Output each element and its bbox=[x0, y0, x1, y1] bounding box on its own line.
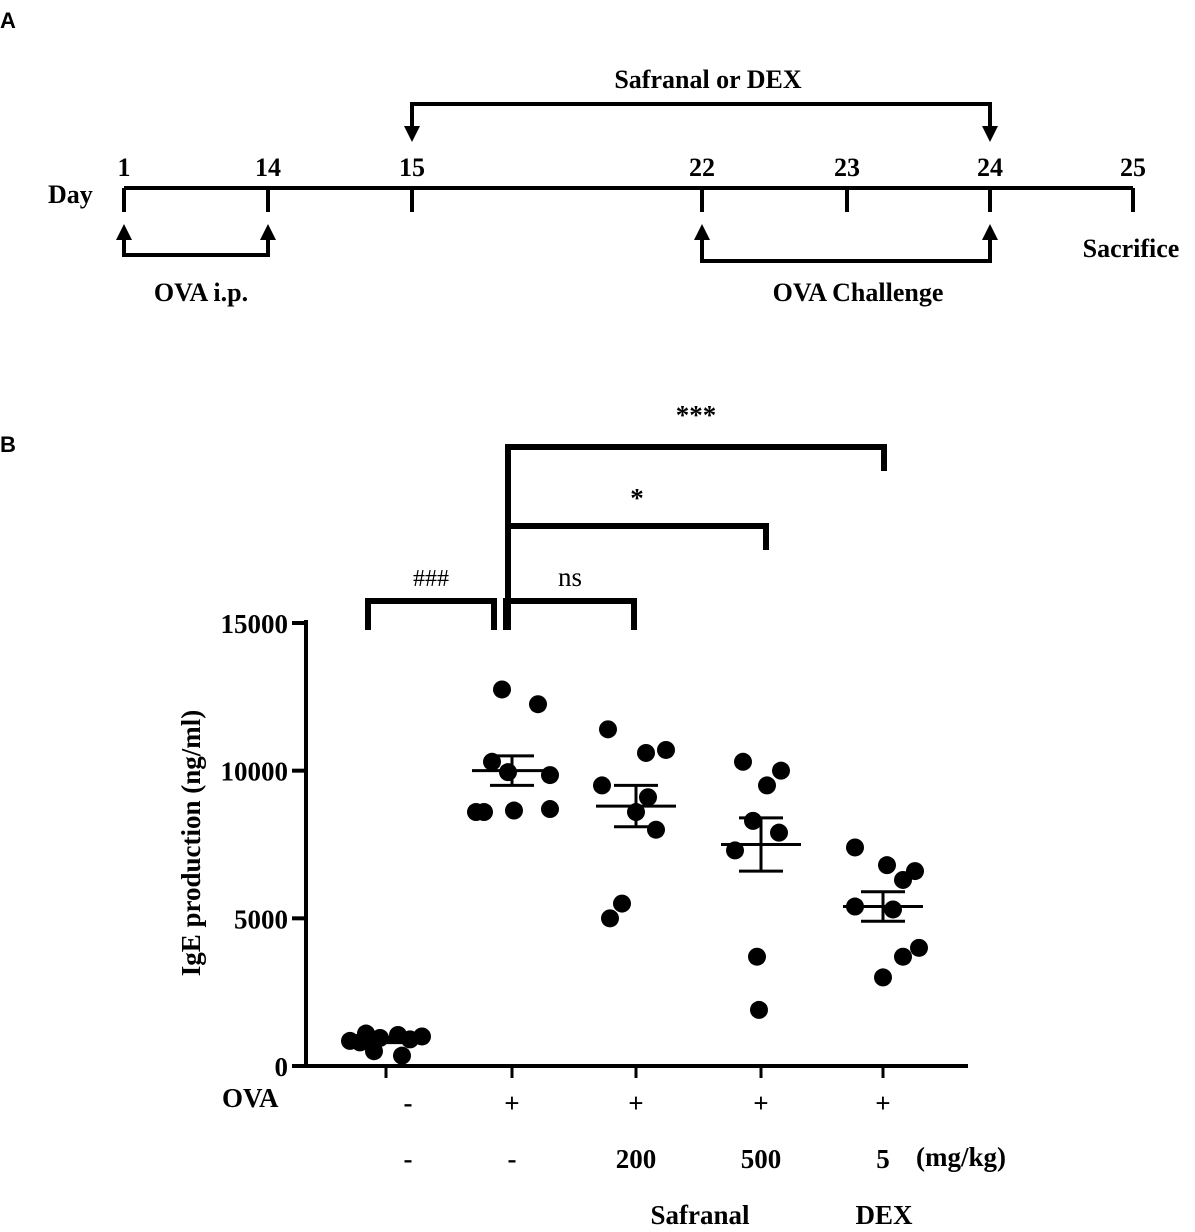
ova-sign: + bbox=[875, 1088, 890, 1118]
safranal-label: Safranal bbox=[650, 1200, 750, 1230]
y-ticks: 0 5000 10000 15000 bbox=[221, 609, 306, 1082]
ova-row: - + + + + bbox=[404, 1088, 891, 1118]
significance-label: ns bbox=[558, 562, 582, 592]
data-point bbox=[599, 720, 617, 739]
dex-label: DEX bbox=[855, 1200, 913, 1230]
dose-row: - - 200 500 5 bbox=[404, 1144, 890, 1174]
data-point bbox=[637, 743, 655, 762]
data-point bbox=[748, 947, 766, 966]
data-point bbox=[657, 740, 675, 759]
treatment-bracket bbox=[404, 102, 998, 142]
day-tick-label: 25 bbox=[1120, 153, 1146, 182]
dose-value: - bbox=[404, 1144, 413, 1174]
ova-row-label: OVA bbox=[222, 1083, 279, 1113]
treatment-bracket-line bbox=[410, 102, 992, 128]
significance-bracket bbox=[505, 444, 887, 630]
data-point bbox=[647, 820, 665, 839]
data-point bbox=[529, 695, 547, 714]
data-point bbox=[541, 800, 559, 819]
sacrifice-label: Sacrifice bbox=[1083, 234, 1180, 263]
data-point bbox=[894, 947, 912, 966]
ova-sign: - bbox=[404, 1088, 413, 1118]
dose-value: - bbox=[508, 1144, 517, 1174]
data-point bbox=[475, 803, 493, 822]
day-label: Day bbox=[48, 180, 93, 209]
data-points bbox=[341, 680, 928, 1065]
data-point bbox=[393, 1046, 411, 1065]
data-point bbox=[505, 801, 523, 820]
day-ticks: 1 14 15 22 23 24 25 bbox=[118, 153, 1146, 212]
data-point bbox=[878, 856, 896, 875]
ova-sign: + bbox=[504, 1088, 519, 1118]
data-point bbox=[593, 776, 611, 795]
y-tick-label: 15000 bbox=[221, 609, 289, 639]
data-point bbox=[541, 766, 559, 785]
data-point bbox=[744, 811, 762, 830]
unit-label: (mg/kg) bbox=[916, 1142, 1006, 1172]
challenge-bracket bbox=[694, 224, 998, 263]
sensitization-label: OVA i.p. bbox=[154, 278, 248, 307]
significance-label: *** bbox=[676, 400, 717, 430]
significance-label: * bbox=[630, 483, 644, 513]
treatment-label: Safranal or DEX bbox=[614, 65, 802, 94]
day-tick-label: 22 bbox=[689, 153, 715, 182]
data-point bbox=[613, 894, 631, 913]
data-point bbox=[734, 752, 752, 771]
ova-sign: + bbox=[628, 1088, 643, 1118]
data-point bbox=[884, 900, 902, 919]
challenge-end-arrow bbox=[982, 224, 998, 240]
y-tick-label: 10000 bbox=[221, 757, 289, 787]
challenge-bracket-line bbox=[700, 238, 992, 263]
x-ticks bbox=[384, 1066, 885, 1078]
sensitization-bracket bbox=[116, 224, 276, 257]
panel-b-letter: B bbox=[0, 432, 16, 457]
scatter-chart: 0 5000 10000 15000 IgE production (ng/ml) #… bbox=[176, 400, 1006, 1230]
day-tick-label: 14 bbox=[255, 153, 281, 182]
data-point bbox=[874, 968, 892, 987]
data-point bbox=[639, 788, 657, 807]
sensitization-end-arrow bbox=[260, 224, 276, 240]
significance-brackets: ### ns**** bbox=[365, 400, 887, 630]
dose-value: 200 bbox=[616, 1144, 657, 1174]
treatment-end-arrow bbox=[982, 126, 998, 142]
day-tick-label: 24 bbox=[977, 153, 1003, 182]
data-point bbox=[894, 870, 912, 889]
data-point bbox=[758, 776, 776, 795]
day-tick-label: 1 bbox=[118, 153, 131, 182]
significance-bracket bbox=[503, 598, 637, 630]
mean-sem-bars bbox=[356, 754, 923, 1045]
data-point bbox=[770, 823, 788, 842]
data-point bbox=[772, 761, 790, 780]
y-tick-label: 0 bbox=[275, 1052, 289, 1082]
significance-label: ### bbox=[413, 566, 449, 592]
challenge-label: OVA Challenge bbox=[773, 278, 944, 307]
timeline-diagram: Day 1 14 15 22 23 24 25 Safranal or DEX OVA i.… bbox=[48, 65, 1179, 307]
panel-a-letter: A bbox=[0, 8, 16, 33]
dose-value: 500 bbox=[741, 1144, 782, 1174]
data-point bbox=[601, 909, 619, 928]
dose-value: 5 bbox=[876, 1144, 890, 1174]
y-tick-label: 5000 bbox=[234, 904, 288, 934]
data-point bbox=[846, 838, 864, 857]
data-point bbox=[750, 1000, 768, 1019]
significance-bracket bbox=[365, 598, 497, 630]
data-point bbox=[365, 1042, 383, 1061]
data-point bbox=[493, 680, 511, 699]
challenge-start-arrow bbox=[694, 224, 710, 240]
sensitization-start-arrow bbox=[116, 224, 132, 240]
day-tick-label: 15 bbox=[399, 153, 425, 182]
data-point bbox=[910, 938, 928, 957]
ova-sign: + bbox=[753, 1088, 768, 1118]
sensitization-bracket-line bbox=[122, 238, 270, 257]
y-axis-label: IgE production (ng/ml) bbox=[176, 710, 206, 977]
day-tick-label: 23 bbox=[834, 153, 860, 182]
treatment-start-arrow bbox=[404, 126, 420, 142]
